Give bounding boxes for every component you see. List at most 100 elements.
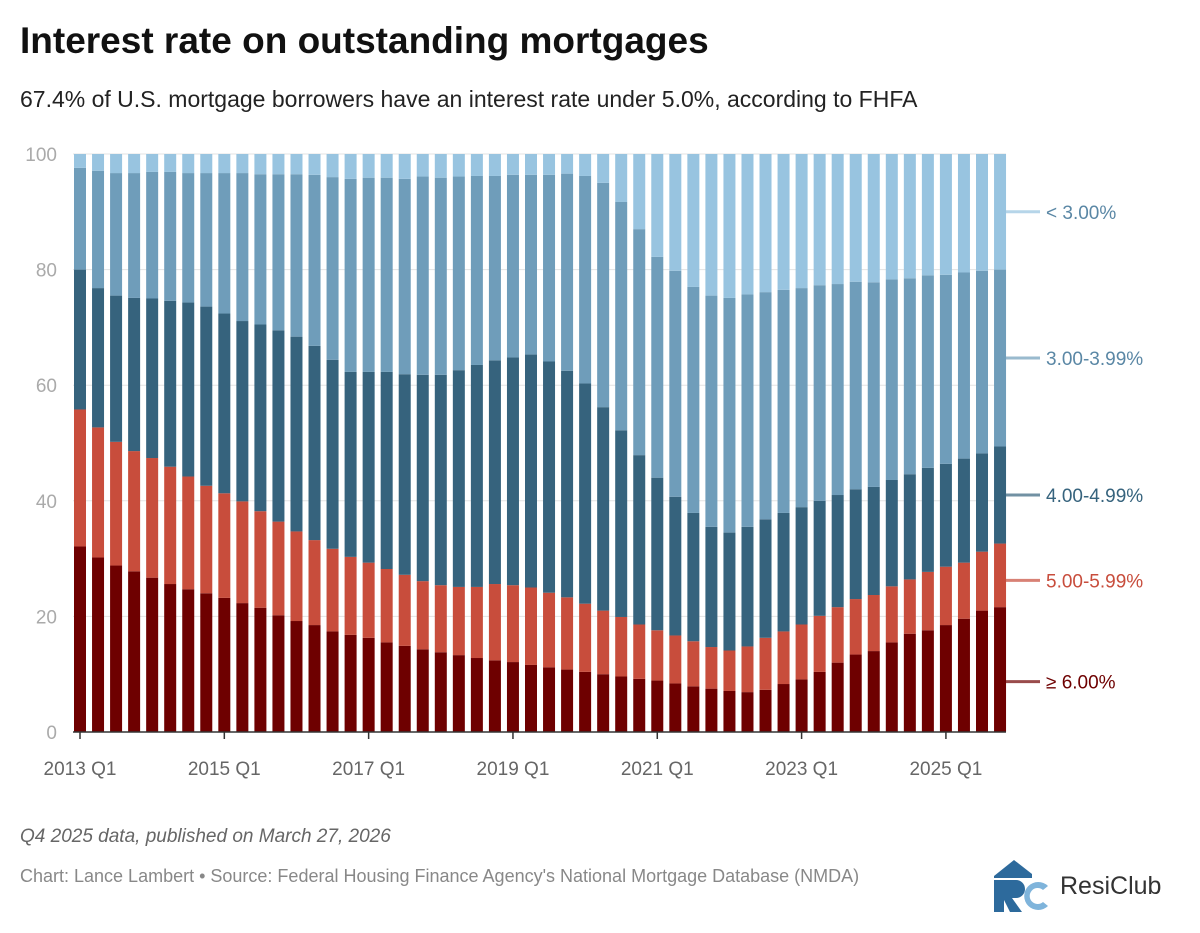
bar-segment (525, 154, 537, 175)
bar-segment (759, 637, 772, 690)
bar-segment (254, 511, 267, 608)
bar-segment (867, 154, 880, 283)
bar-segment (561, 597, 574, 670)
bar-segment (976, 610, 988, 732)
bar-segment (398, 574, 411, 646)
bar-segment (705, 688, 718, 732)
bar-segment (669, 154, 682, 271)
bar-segment (470, 658, 483, 732)
bar-segment (723, 297, 736, 533)
bar-segment (939, 625, 952, 732)
bar-segment (506, 662, 519, 732)
bar-segment (326, 359, 339, 549)
bar-segment (92, 557, 105, 732)
bar-segment (308, 174, 321, 346)
bar-segment (452, 655, 465, 732)
bar-segment (164, 584, 177, 732)
bar-segment (579, 603, 592, 672)
bar-segment (849, 489, 862, 600)
bar-segment (759, 292, 772, 520)
bar-segment (795, 288, 808, 508)
bar-segment (903, 278, 916, 475)
bar-segment (994, 446, 1007, 544)
bar-segment (831, 495, 844, 608)
bar-segment (741, 646, 754, 693)
bar-segment (957, 458, 970, 563)
bar-segment (633, 154, 646, 230)
bar-segment (344, 178, 357, 372)
bar-segment (705, 526, 718, 648)
bar-segment (579, 383, 592, 604)
legend-label: 5.00-5.99% (1046, 571, 1143, 592)
bar-segment (777, 154, 790, 290)
bar-segment (831, 154, 844, 285)
bar-segment (723, 532, 736, 651)
bar-segment (525, 587, 537, 665)
bar-segment (506, 357, 519, 586)
bar-segment (957, 562, 970, 619)
bar-segment (470, 154, 483, 176)
bar-segment (488, 660, 501, 732)
bar-segment (921, 571, 934, 631)
bar-segment (976, 270, 988, 454)
bar-segment (416, 649, 429, 732)
legend-label: 3.00-3.99% (1046, 349, 1143, 370)
bar-segment (939, 566, 952, 626)
bar-segment (921, 154, 934, 276)
bar-segment (525, 354, 537, 588)
bar-segment (651, 154, 664, 257)
bar-segment (813, 671, 826, 732)
bar-segment (849, 654, 862, 732)
bar-segment (543, 361, 556, 593)
bar-segment (326, 154, 339, 178)
bar-segment (128, 154, 141, 174)
bar-segment (849, 281, 862, 490)
bar-segment (885, 586, 898, 643)
bar-segment (182, 476, 195, 590)
bar-segment (380, 371, 393, 570)
bar-segment (831, 284, 844, 496)
bar-segment (254, 324, 267, 512)
bar-segment (74, 167, 86, 270)
bar-segment (813, 285, 826, 501)
bar-segment (795, 679, 808, 732)
bar-segment (723, 154, 736, 298)
bar-segment (705, 154, 718, 296)
bar-segment (867, 486, 880, 596)
bar-segment (885, 642, 898, 732)
bar-segment (182, 589, 195, 732)
bar-segment (867, 282, 880, 487)
bar-segment (92, 170, 105, 289)
bar-segment (597, 154, 610, 183)
bar-segment (308, 625, 321, 732)
bar-segment (506, 154, 519, 175)
bar-segment (200, 485, 213, 594)
bar-segment (939, 154, 952, 275)
bar-segment (236, 501, 249, 604)
bar-segment (543, 667, 556, 732)
x-tick-label: 2013 Q1 (44, 759, 117, 780)
bar-segment (561, 370, 574, 598)
bar-segment (579, 671, 592, 732)
bar-segment (777, 512, 790, 632)
bar-segment (723, 690, 736, 732)
bar-segment (597, 610, 610, 675)
bar-segment (434, 177, 447, 375)
bar-segment (146, 577, 159, 732)
bar-segment (326, 548, 339, 632)
bar-segment (561, 669, 574, 732)
bar-segment (434, 652, 447, 732)
bar-segment (831, 662, 844, 732)
bar-segment (128, 173, 141, 298)
bar-segment (759, 519, 772, 638)
logo-text: ResiClub (1060, 871, 1162, 900)
bar-segment (416, 581, 429, 650)
bar-segment (362, 154, 375, 178)
bar-segment (939, 274, 952, 464)
bar-segment (398, 645, 411, 732)
bar-segment (506, 585, 519, 663)
bar-segment (236, 173, 249, 322)
bar-segment (110, 154, 123, 174)
y-tick-label: 40 (36, 492, 57, 513)
bar-segment (146, 171, 159, 299)
